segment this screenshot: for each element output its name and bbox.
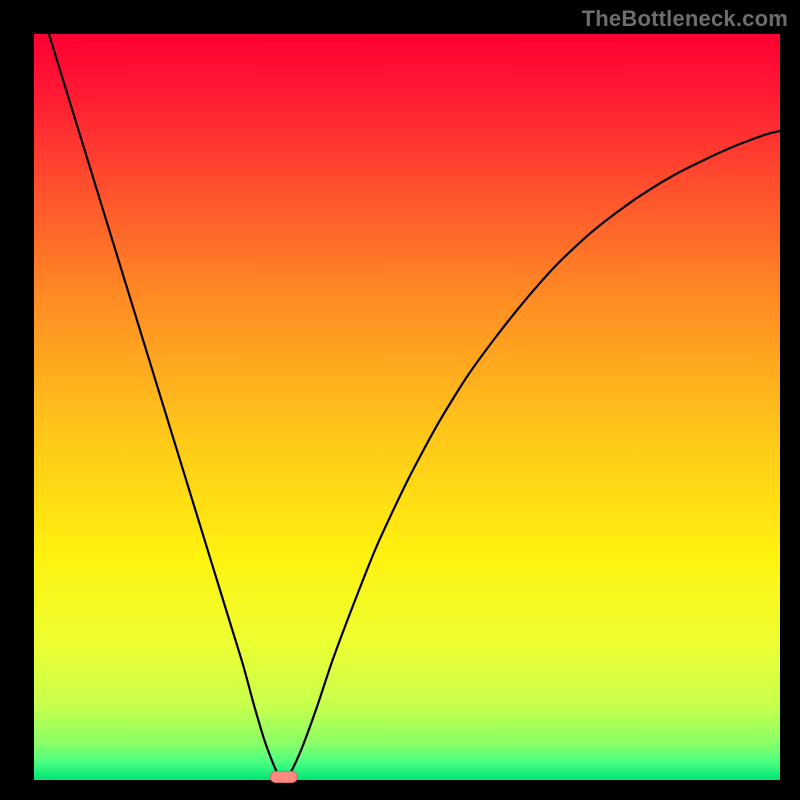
watermark-text: TheBottleneck.com [582,6,788,32]
chart-outer: TheBottleneck.com [0,0,800,800]
bottleneck-curve [49,34,780,777]
optimal-point-marker [270,771,298,783]
plot-area [34,34,780,780]
curve-layer [34,34,780,780]
